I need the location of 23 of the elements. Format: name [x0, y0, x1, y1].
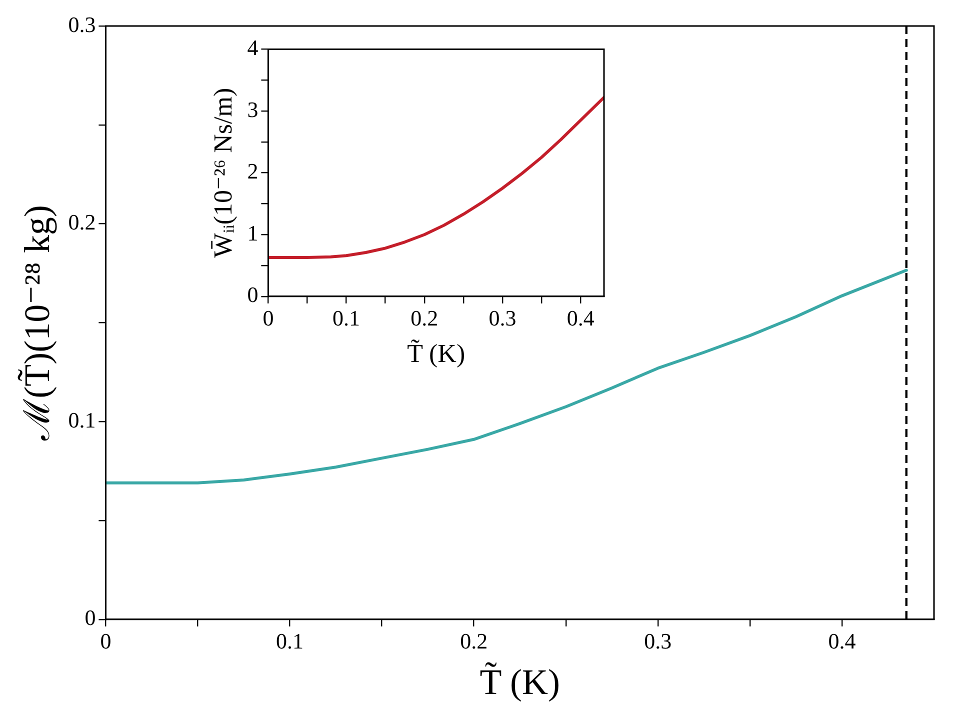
y-tick-label: 0.1 — [68, 407, 96, 432]
x-tick-label: 0.3 — [488, 305, 516, 330]
x-tick-label: 0.4 — [566, 305, 594, 330]
x-tick-label: 0 — [262, 305, 274, 330]
y-axis-title: ℳ(T̃)(10⁻²⁸ kg) — [16, 205, 58, 442]
x-tick-label: 0.1 — [332, 305, 360, 330]
y-axis-title: W̄ᵢᵢ(10⁻²⁶ Ns/m) — [208, 88, 238, 258]
x-axis-title: T̃ (K) — [407, 339, 466, 368]
y-tick-label: 0 — [247, 282, 258, 308]
y-tick-label: 0.3 — [68, 12, 96, 37]
y-tick-label: 0.2 — [68, 210, 96, 235]
x-axis-title: T̃ (K) — [480, 662, 560, 702]
x-tick-label: 0.3 — [644, 628, 672, 654]
x-tick-label: 0 — [100, 628, 112, 654]
x-tick-label: 0.2 — [460, 628, 488, 654]
x-tick-label: 0.1 — [276, 628, 304, 654]
x-tick-label: 0.2 — [410, 305, 438, 330]
y-tick-label: 3 — [247, 96, 258, 122]
y-tick-label: 1 — [247, 220, 258, 246]
y-tick-label: 2 — [247, 158, 258, 184]
y-tick-label: 4 — [247, 34, 258, 60]
x-tick-label: 0.4 — [828, 628, 856, 654]
y-tick-label: 0 — [84, 605, 96, 630]
